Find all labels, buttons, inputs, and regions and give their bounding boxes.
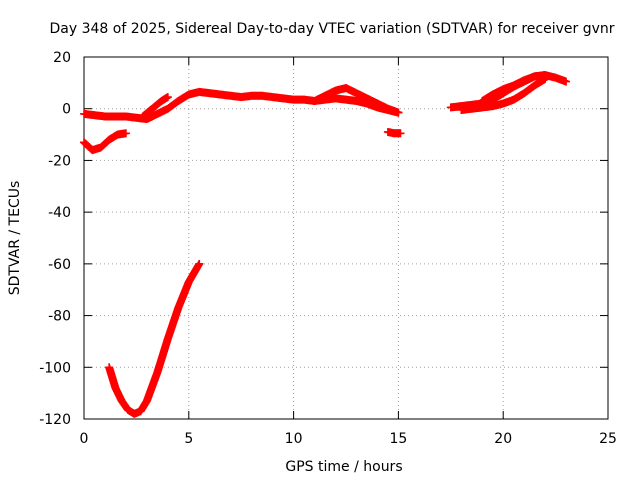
x-axis-label: GPS time / hours [285, 459, 402, 475]
series-e [383, 127, 405, 138]
x-tick-label: 10 [285, 431, 303, 447]
y-tick-label: -80 [48, 309, 71, 325]
y-tick-label: -60 [48, 257, 71, 273]
y-axis: -120 -100 -80 -60 -40 -20 0 20 [39, 50, 608, 428]
data-points [80, 71, 571, 418]
data-point-marker [195, 259, 204, 268]
grid [84, 57, 608, 419]
data-point-marker [163, 93, 172, 102]
x-tick-label: 25 [599, 431, 617, 447]
data-point-marker [541, 71, 550, 80]
y-tick-label: 20 [53, 50, 71, 66]
y-tick-label: -20 [48, 153, 71, 169]
chart-title: Day 348 of 2025, Sidereal Day-to-day VTE… [49, 21, 614, 37]
x-tick-label: 0 [80, 431, 89, 447]
x-axis: 0 5 10 15 20 25 [80, 57, 617, 447]
y-tick-label: -100 [39, 360, 71, 376]
y-tick-label: -40 [48, 205, 71, 221]
series-b [138, 93, 172, 121]
series-f [105, 259, 204, 418]
x-tick-label: 5 [184, 431, 193, 447]
y-axis-label: SDTVAR / TECUs [7, 181, 23, 296]
data-point-marker [394, 108, 403, 117]
series-i [478, 71, 550, 105]
series-c [310, 84, 403, 117]
data-point-marker [396, 129, 405, 138]
data-point-marker [562, 77, 571, 86]
data-point-marker [121, 129, 130, 138]
x-tick-label: 15 [389, 431, 407, 447]
plot-frame [83, 56, 609, 420]
series-d [80, 129, 130, 155]
x-tick-label: 20 [494, 431, 512, 447]
y-tick-label: -120 [39, 412, 71, 428]
series-h [457, 74, 550, 115]
y-tick-label: 0 [62, 102, 71, 118]
